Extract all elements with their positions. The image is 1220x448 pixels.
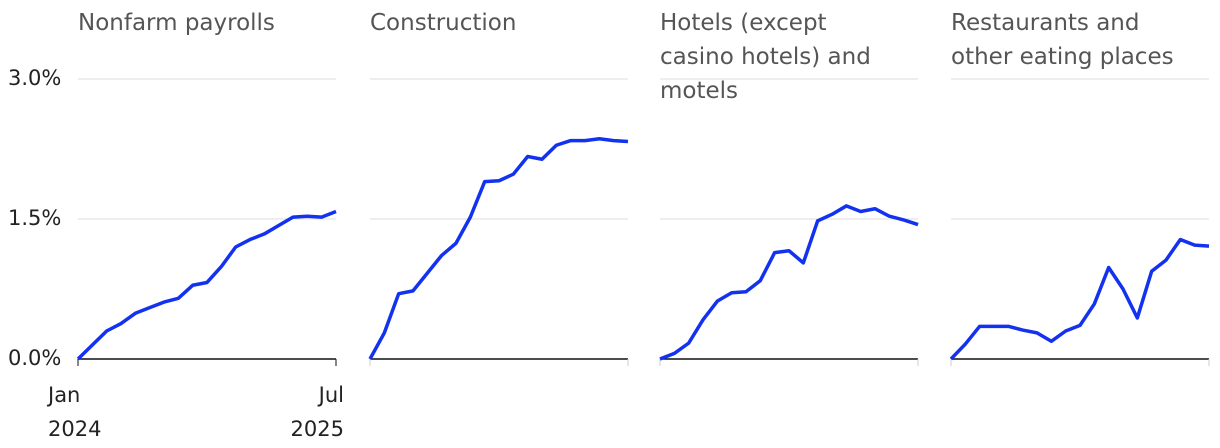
data-line: [368, 136, 629, 360]
data-line: [659, 204, 919, 361]
panel-title: Nonfarm payrolls: [78, 10, 275, 36]
y-tick-label: 0.0%: [8, 346, 61, 370]
panel-title: Hotels (except casino hotels) and motels: [660, 10, 871, 104]
data-line: [949, 237, 1210, 361]
x-tick-label: Jan 2024: [48, 383, 102, 441]
panel-title: Restaurants and other eating places: [951, 10, 1174, 70]
panel-title: Construction: [370, 10, 517, 36]
y-tick-label: 3.0%: [8, 66, 61, 90]
x-tick-label: Jul 2025: [290, 383, 344, 441]
y-tick-label: 1.5%: [8, 206, 61, 230]
data-line: [76, 209, 337, 361]
